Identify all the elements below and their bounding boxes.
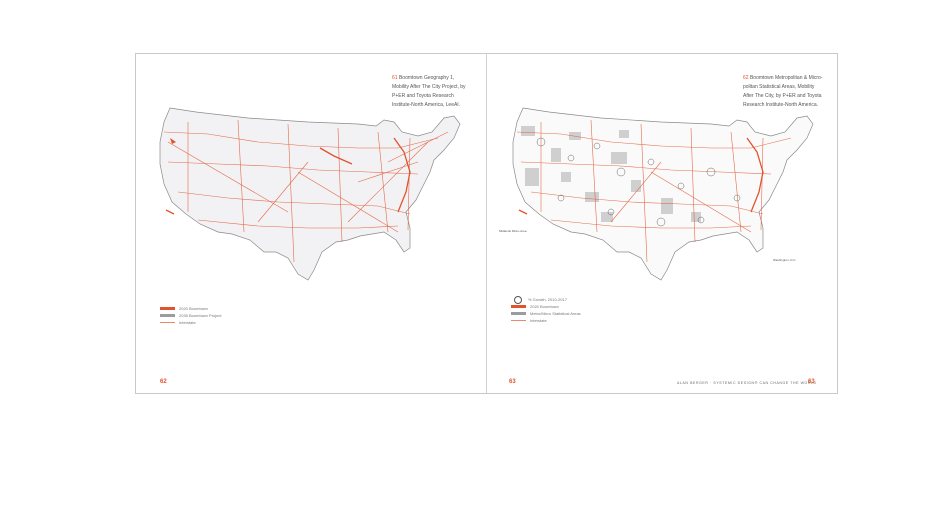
us-map-boomtown-mobility — [159, 107, 461, 281]
legend-swatch-statistical-areas — [511, 312, 526, 315]
growth-circles — [536, 137, 741, 227]
legend-swatch-interstate — [160, 322, 175, 323]
right-legend-row: % Growth, 2010-2017 — [511, 295, 581, 304]
callout-east: Washington, D.C. — [773, 258, 797, 262]
boomtown-corridors — [518, 137, 764, 215]
left-caption-text: Boomtown Geography 1, Mobility After The… — [392, 75, 466, 108]
legend-label: Interstate — [179, 320, 196, 325]
legend-swatch-boomtown — [160, 307, 175, 310]
left-legend-row: Interstate — [160, 319, 221, 326]
legend-label: 2020 Boomtown — [179, 306, 208, 311]
running-page-number: 63 — [808, 379, 815, 385]
us-map-statistical-areas — [512, 107, 814, 281]
left-page-number: 62 — [160, 379, 167, 385]
legend-label: Metro/Micro Statistical Areas — [530, 311, 581, 316]
interstate-network — [516, 119, 792, 263]
right-caption-text: Boomtown Metropolitan & Micro-politan St… — [743, 75, 823, 108]
left-legend-row: 2035 Boomtown Project — [160, 312, 221, 319]
right-page: 62 Boomtown Metropolitan & Micro-politan… — [487, 54, 838, 393]
left-legend-row: 2020 Boomtown — [160, 305, 221, 312]
highlighted-region — [170, 138, 176, 144]
legend-label: % Growth, 2010-2017 — [528, 297, 567, 302]
right-legend-row: 2020 Boomtown — [511, 303, 581, 310]
us-land-outline — [159, 107, 461, 281]
book-spread: 61 Boomtown Geography 1, Mobility After … — [135, 53, 838, 394]
left-legend: 2020 Boomtown 2035 Boomtown Project Inte… — [160, 305, 221, 326]
spread-gutter — [486, 54, 487, 393]
right-legend-row: Interstate — [511, 317, 581, 324]
right-page-number: 63 — [509, 379, 516, 385]
right-legend-row: Metro/Micro Statistical Areas — [511, 310, 581, 317]
callout-west: Midlands Micro-Area — [499, 229, 527, 233]
right-caption: 62 Boomtown Metropolitan & Micro-politan… — [743, 74, 823, 110]
legend-swatch-boomtown — [511, 305, 526, 308]
right-caption-figure-number: 62 — [743, 75, 749, 81]
legend-swatch-interstate — [511, 320, 526, 321]
left-caption: 61 Boomtown Geography 1, Mobility After … — [392, 74, 472, 110]
legend-label: 2020 Boomtown — [530, 304, 559, 309]
legend-circle-icon — [514, 295, 522, 304]
right-legend: % Growth, 2010-2017 2020 Boomtown Metro/… — [511, 295, 581, 324]
running-head: ALAN BERGER · SYSTEMIC DESIGN® CAN CHANG… — [677, 381, 817, 385]
legend-label: 2035 Boomtown Project — [179, 313, 222, 318]
us-land-outline — [512, 107, 814, 281]
left-page: 61 Boomtown Geography 1, Mobility After … — [136, 54, 486, 393]
left-caption-figure-number: 61 — [392, 75, 398, 81]
boomtown-corridors — [165, 137, 411, 215]
legend-swatch-project — [160, 314, 175, 317]
interstate-network — [163, 119, 449, 263]
legend-label: Interstate — [530, 318, 547, 323]
